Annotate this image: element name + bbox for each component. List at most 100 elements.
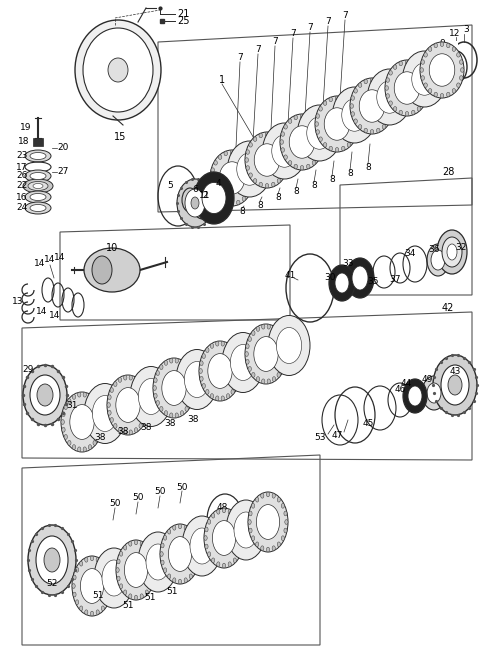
Text: 37: 37	[389, 276, 401, 285]
Ellipse shape	[108, 411, 111, 415]
Text: 1: 1	[219, 75, 225, 85]
Ellipse shape	[83, 447, 86, 452]
Ellipse shape	[254, 337, 278, 371]
Ellipse shape	[185, 189, 205, 217]
Ellipse shape	[129, 541, 132, 546]
Ellipse shape	[364, 79, 368, 84]
Ellipse shape	[285, 520, 288, 524]
Ellipse shape	[139, 424, 143, 428]
Ellipse shape	[191, 394, 194, 398]
Text: 8: 8	[257, 201, 263, 209]
Ellipse shape	[110, 388, 113, 392]
Text: 9: 9	[439, 39, 445, 47]
Ellipse shape	[96, 610, 99, 615]
Ellipse shape	[23, 179, 53, 193]
Ellipse shape	[164, 361, 168, 365]
Ellipse shape	[218, 155, 222, 159]
Ellipse shape	[281, 536, 285, 541]
Ellipse shape	[180, 411, 184, 415]
Ellipse shape	[437, 230, 467, 274]
Ellipse shape	[143, 417, 146, 422]
Ellipse shape	[205, 390, 209, 394]
Ellipse shape	[114, 424, 117, 428]
Ellipse shape	[134, 540, 138, 544]
Ellipse shape	[319, 107, 323, 111]
Ellipse shape	[168, 529, 171, 534]
Ellipse shape	[329, 265, 355, 301]
Ellipse shape	[130, 367, 172, 426]
Ellipse shape	[123, 375, 127, 380]
Ellipse shape	[247, 191, 250, 195]
Text: 50: 50	[176, 483, 188, 491]
Ellipse shape	[385, 60, 429, 116]
Ellipse shape	[108, 592, 111, 597]
Ellipse shape	[391, 104, 394, 108]
Ellipse shape	[355, 113, 358, 118]
Ellipse shape	[459, 75, 463, 80]
Ellipse shape	[25, 150, 51, 162]
Text: 7: 7	[290, 30, 296, 39]
Ellipse shape	[277, 497, 280, 502]
Ellipse shape	[61, 420, 64, 424]
Ellipse shape	[259, 133, 263, 138]
Text: 36: 36	[428, 245, 440, 255]
Ellipse shape	[196, 560, 199, 565]
Ellipse shape	[212, 558, 215, 563]
Ellipse shape	[145, 403, 149, 407]
Ellipse shape	[75, 600, 79, 605]
Ellipse shape	[252, 503, 255, 508]
Ellipse shape	[179, 579, 181, 584]
Ellipse shape	[160, 524, 200, 584]
Ellipse shape	[277, 331, 280, 335]
Ellipse shape	[219, 162, 245, 194]
Ellipse shape	[226, 500, 266, 560]
Ellipse shape	[228, 509, 231, 514]
Ellipse shape	[84, 558, 88, 562]
Ellipse shape	[96, 558, 99, 562]
Ellipse shape	[237, 520, 240, 524]
Ellipse shape	[249, 173, 252, 177]
Ellipse shape	[246, 359, 249, 364]
Ellipse shape	[420, 42, 464, 98]
Ellipse shape	[107, 403, 110, 407]
Ellipse shape	[448, 375, 462, 395]
Text: 44: 44	[400, 380, 412, 388]
Ellipse shape	[249, 511, 252, 516]
Ellipse shape	[253, 178, 257, 183]
Text: 51: 51	[92, 590, 104, 600]
Ellipse shape	[72, 445, 76, 449]
Ellipse shape	[427, 383, 441, 403]
Text: 51: 51	[122, 600, 134, 609]
Ellipse shape	[420, 68, 423, 72]
Text: 14: 14	[49, 312, 60, 321]
Ellipse shape	[145, 411, 148, 415]
Ellipse shape	[23, 365, 67, 425]
Ellipse shape	[231, 348, 234, 352]
Ellipse shape	[117, 576, 120, 581]
Ellipse shape	[241, 535, 244, 541]
Text: 6: 6	[192, 186, 198, 194]
Ellipse shape	[189, 574, 192, 579]
Ellipse shape	[207, 552, 211, 557]
Ellipse shape	[237, 552, 240, 557]
Ellipse shape	[351, 96, 355, 100]
Ellipse shape	[61, 392, 103, 452]
Ellipse shape	[139, 382, 143, 386]
Text: 50: 50	[109, 499, 121, 508]
Ellipse shape	[447, 244, 457, 260]
Ellipse shape	[208, 354, 232, 388]
Text: 51: 51	[166, 588, 178, 596]
Ellipse shape	[123, 430, 127, 435]
Text: 23: 23	[16, 152, 28, 161]
Ellipse shape	[235, 384, 238, 388]
Ellipse shape	[403, 379, 427, 413]
Ellipse shape	[298, 105, 341, 161]
Ellipse shape	[108, 58, 128, 82]
Ellipse shape	[234, 512, 258, 548]
Ellipse shape	[222, 333, 264, 392]
Text: 38: 38	[94, 434, 106, 443]
Ellipse shape	[175, 358, 179, 363]
Ellipse shape	[440, 94, 444, 98]
Ellipse shape	[162, 371, 186, 405]
Text: 2: 2	[202, 192, 208, 201]
